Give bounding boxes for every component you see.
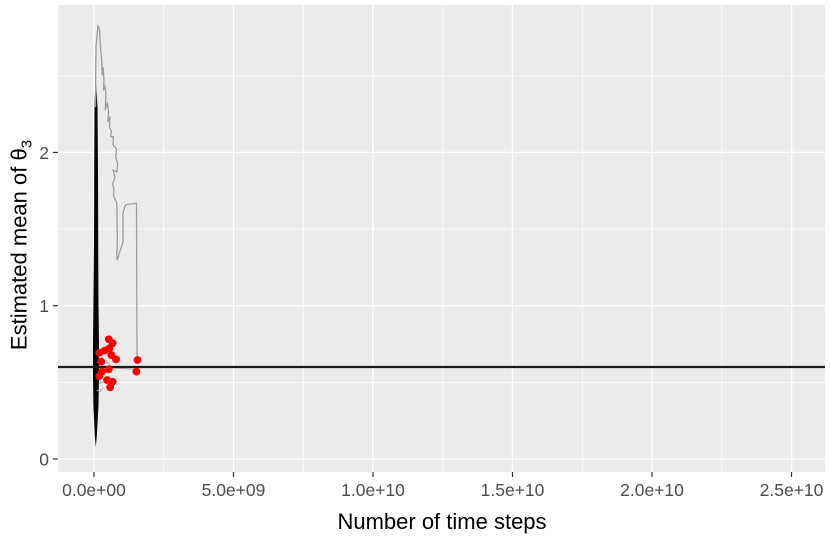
final-estimate-point: [133, 356, 142, 364]
final-estimate-point: [95, 348, 104, 357]
x-axis-title: Number of time steps: [337, 509, 547, 534]
y-tick-label: 0: [39, 449, 49, 469]
final-estimate-point: [132, 367, 141, 376]
x-tick-label: 0.0e+00: [62, 480, 126, 500]
trace-tail-line: [96, 387, 104, 392]
x-tick-label: 2.0e+10: [620, 480, 684, 500]
plot-panel: [58, 5, 825, 472]
x-tick-label: 1.0e+10: [341, 480, 405, 500]
final-estimate-point: [95, 372, 104, 380]
y-axis-title-text: Estimated mean of θ: [6, 148, 32, 351]
final-estimate-point: [112, 355, 120, 364]
y-tick-label: 2: [39, 143, 49, 163]
outlier-trace-line: [94, 25, 139, 361]
y-tick-label: 1: [39, 296, 49, 316]
x-tick-label: 1.5e+10: [481, 480, 545, 500]
y-axis-title: Estimated mean of θ3: [6, 140, 35, 350]
x-tick-label: 5.0e+09: [202, 480, 266, 500]
final-estimate-point: [97, 357, 106, 366]
final-estimate-point: [106, 383, 115, 392]
x-tick-label: 2.5e+10: [760, 480, 824, 500]
y-axis-title-subscript: 3: [18, 139, 36, 149]
final-estimate-point: [104, 365, 113, 374]
